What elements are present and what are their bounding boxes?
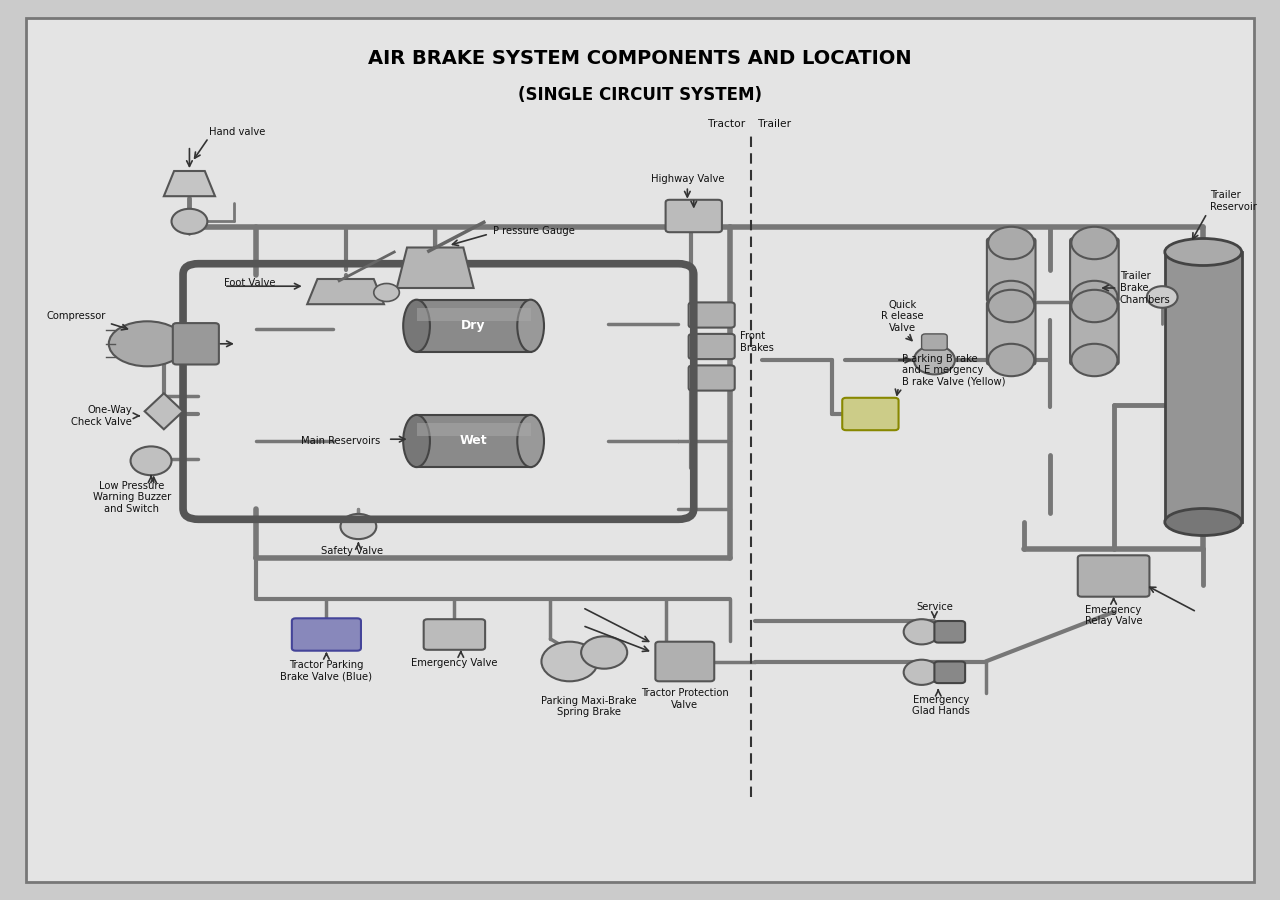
- Text: Highway Valve: Highway Valve: [650, 175, 724, 184]
- Text: Wet: Wet: [460, 435, 488, 447]
- FancyBboxPatch shape: [416, 415, 531, 467]
- FancyBboxPatch shape: [689, 334, 735, 359]
- Ellipse shape: [403, 415, 430, 467]
- Circle shape: [988, 281, 1034, 313]
- FancyBboxPatch shape: [689, 302, 735, 328]
- Text: Compressor: Compressor: [47, 311, 106, 321]
- FancyBboxPatch shape: [655, 642, 714, 681]
- Circle shape: [988, 290, 1034, 322]
- Ellipse shape: [403, 300, 430, 352]
- Text: Low Pressure
Warning Buzzer
and Switch: Low Pressure Warning Buzzer and Switch: [92, 481, 172, 514]
- FancyBboxPatch shape: [1078, 555, 1149, 597]
- Text: Foot Valve: Foot Valve: [224, 278, 275, 289]
- Circle shape: [374, 284, 399, 302]
- Circle shape: [340, 514, 376, 539]
- Text: Service: Service: [916, 602, 952, 612]
- Circle shape: [131, 446, 172, 475]
- Text: P arking B rake
and E mergency
B rake Valve (Yellow): P arking B rake and E mergency B rake Va…: [902, 354, 1006, 387]
- Ellipse shape: [109, 321, 186, 366]
- FancyBboxPatch shape: [292, 618, 361, 651]
- FancyBboxPatch shape: [987, 302, 1036, 365]
- Text: AIR BRAKE SYSTEM COMPONENTS AND LOCATION: AIR BRAKE SYSTEM COMPONENTS AND LOCATION: [369, 49, 911, 68]
- Text: Tractor: Tractor: [708, 119, 745, 130]
- Text: (SINGLE CIRCUIT SYSTEM): (SINGLE CIRCUIT SYSTEM): [518, 86, 762, 104]
- Text: Parking Maxi-Brake
Spring Brake: Parking Maxi-Brake Spring Brake: [541, 696, 636, 717]
- Circle shape: [1071, 227, 1117, 259]
- Polygon shape: [307, 279, 384, 304]
- Text: Quick
R elease
Valve: Quick R elease Valve: [881, 300, 924, 333]
- Ellipse shape: [1165, 238, 1242, 266]
- Text: Tractor Parking
Brake Valve (Blue): Tractor Parking Brake Valve (Blue): [280, 660, 372, 681]
- Text: Safety Valve: Safety Valve: [321, 546, 383, 556]
- Text: Emergency
Glad Hands: Emergency Glad Hands: [911, 695, 970, 716]
- Circle shape: [1071, 290, 1117, 322]
- FancyBboxPatch shape: [1165, 252, 1242, 522]
- FancyBboxPatch shape: [934, 621, 965, 643]
- Ellipse shape: [517, 300, 544, 352]
- Circle shape: [172, 209, 207, 234]
- Circle shape: [1147, 286, 1178, 308]
- Text: Hand valve: Hand valve: [209, 127, 265, 137]
- FancyBboxPatch shape: [416, 308, 531, 320]
- FancyBboxPatch shape: [1070, 238, 1119, 302]
- Text: Trailer
Brake
Chambers: Trailer Brake Chambers: [1120, 272, 1171, 304]
- FancyBboxPatch shape: [416, 300, 531, 352]
- FancyBboxPatch shape: [842, 398, 899, 430]
- FancyBboxPatch shape: [987, 238, 1036, 302]
- FancyBboxPatch shape: [934, 662, 965, 683]
- Text: Front
Brakes: Front Brakes: [740, 331, 773, 353]
- Text: Emergency
Relay Valve: Emergency Relay Valve: [1084, 605, 1143, 626]
- FancyBboxPatch shape: [173, 323, 219, 364]
- Circle shape: [1071, 344, 1117, 376]
- Circle shape: [581, 636, 627, 669]
- FancyBboxPatch shape: [424, 619, 485, 650]
- FancyBboxPatch shape: [416, 423, 531, 436]
- Text: Main Reservoirs: Main Reservoirs: [301, 436, 380, 446]
- FancyBboxPatch shape: [1070, 302, 1119, 365]
- Text: Trailer
Reservoir: Trailer Reservoir: [1210, 190, 1257, 212]
- Polygon shape: [397, 248, 474, 288]
- Text: Tractor Protection
Valve: Tractor Protection Valve: [641, 688, 728, 710]
- Text: Emergency Valve: Emergency Valve: [411, 658, 498, 668]
- Circle shape: [541, 642, 598, 681]
- Ellipse shape: [1165, 508, 1242, 536]
- Ellipse shape: [517, 415, 544, 467]
- Polygon shape: [145, 393, 183, 429]
- Circle shape: [988, 227, 1034, 259]
- FancyBboxPatch shape: [922, 334, 947, 350]
- Text: P ressure Gauge: P ressure Gauge: [493, 226, 575, 237]
- FancyBboxPatch shape: [666, 200, 722, 232]
- Text: Dry: Dry: [461, 320, 486, 332]
- Circle shape: [914, 346, 955, 374]
- FancyBboxPatch shape: [689, 365, 735, 391]
- Text: Trailer: Trailer: [758, 119, 791, 130]
- Circle shape: [1071, 281, 1117, 313]
- FancyBboxPatch shape: [26, 18, 1254, 882]
- Text: One-Way
Check Valve: One-Way Check Valve: [70, 405, 132, 427]
- Circle shape: [988, 344, 1034, 376]
- Polygon shape: [164, 171, 215, 196]
- Circle shape: [904, 619, 940, 644]
- Circle shape: [904, 660, 940, 685]
